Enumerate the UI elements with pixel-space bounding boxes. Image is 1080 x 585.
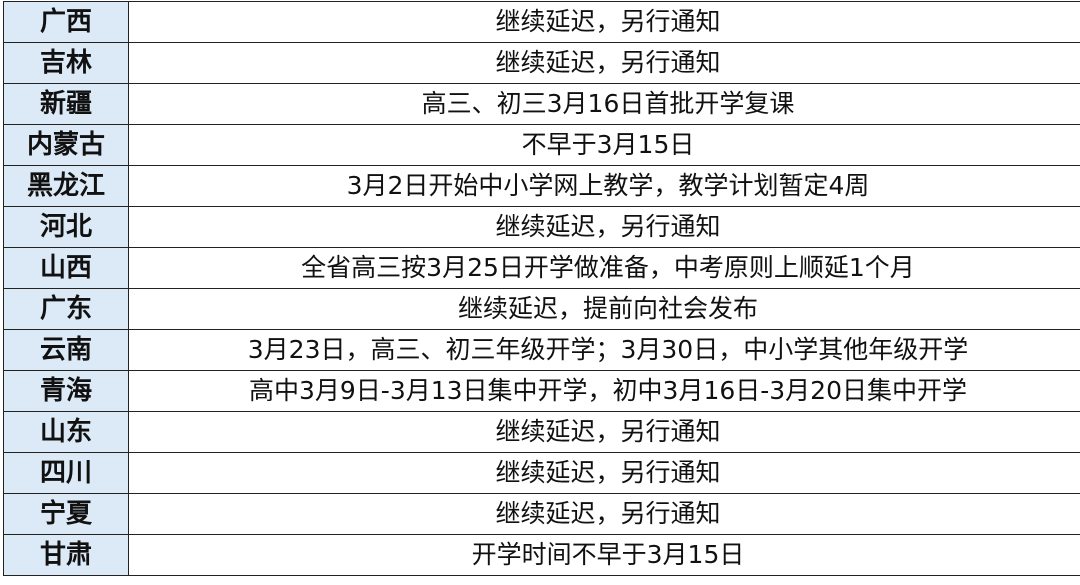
table-row: 四川 继续延迟，另行通知	[3, 452, 1080, 494]
table-row: 新疆 高三、初三3月16日首批开学复课	[3, 83, 1080, 125]
table-row: 山东 继续延迟，另行通知	[3, 411, 1080, 453]
province-cell: 山西	[3, 247, 129, 289]
table-row: 吉林 继续延迟，另行通知	[3, 42, 1080, 84]
status-cell: 不早于3月15日	[128, 124, 1080, 166]
status-cell: 继续延迟，另行通知	[128, 42, 1080, 84]
table-row: 黑龙江 3月2日开始中小学网上教学，教学计划暂定4周	[3, 165, 1080, 207]
status-cell: 高中3月9日-3月13日集中开学，初中3月16日-3月20日集中开学	[128, 370, 1080, 412]
status-cell: 3月2日开始中小学网上教学，教学计划暂定4周	[128, 165, 1080, 207]
table-row: 青海 高中3月9日-3月13日集中开学，初中3月16日-3月20日集中开学	[3, 370, 1080, 412]
status-cell: 继续延迟，提前向社会发布	[128, 288, 1080, 330]
status-cell: 高三、初三3月16日首批开学复课	[128, 83, 1080, 125]
province-cell: 吉林	[3, 42, 129, 84]
status-cell: 继续延迟，另行通知	[128, 206, 1080, 248]
province-cell: 甘肃	[3, 534, 129, 576]
province-cell: 广西	[3, 1, 129, 43]
province-cell: 广东	[3, 288, 129, 330]
status-cell: 继续延迟，另行通知	[128, 1, 1080, 43]
province-cell: 宁夏	[3, 493, 129, 535]
province-cell: 黑龙江	[3, 165, 129, 207]
province-cell: 云南	[3, 329, 129, 371]
province-cell: 河北	[3, 206, 129, 248]
province-cell: 新疆	[3, 83, 129, 125]
school-reopening-table: 广西 继续延迟，另行通知 吉林 继续延迟，另行通知 新疆 高三、初三3月16日首批开学复课…	[3, 1, 1080, 576]
status-cell: 开学时间不早于3月15日	[128, 534, 1080, 576]
province-cell: 四川	[3, 452, 129, 494]
table-row: 广东 继续延迟，提前向社会发布	[3, 288, 1080, 330]
table-row: 宁夏 继续延迟，另行通知	[3, 493, 1080, 535]
table-body: 广西 继续延迟，另行通知 吉林 继续延迟，另行通知 新疆 高三、初三3月16日首批开学复课…	[3, 1, 1080, 576]
table-row: 云南 3月23日，高三、初三年级开学；3月30日，中小学其他年级开学	[3, 329, 1080, 371]
status-cell: 继续延迟，另行通知	[128, 411, 1080, 453]
status-cell: 继续延迟，另行通知	[128, 452, 1080, 494]
table-row: 甘肃 开学时间不早于3月15日	[3, 534, 1080, 576]
table-row: 山西 全省高三按3月25日开学做准备，中考原则上顺延1个月	[3, 247, 1080, 289]
status-cell: 全省高三按3月25日开学做准备，中考原则上顺延1个月	[128, 247, 1080, 289]
status-cell: 3月23日，高三、初三年级开学；3月30日，中小学其他年级开学	[128, 329, 1080, 371]
province-cell: 内蒙古	[3, 124, 129, 166]
province-cell: 山东	[3, 411, 129, 453]
table-row: 内蒙古 不早于3月15日	[3, 124, 1080, 166]
status-cell: 继续延迟，另行通知	[128, 493, 1080, 535]
table-row: 河北 继续延迟，另行通知	[3, 206, 1080, 248]
province-cell: 青海	[3, 370, 129, 412]
table-row: 广西 继续延迟，另行通知	[3, 1, 1080, 43]
